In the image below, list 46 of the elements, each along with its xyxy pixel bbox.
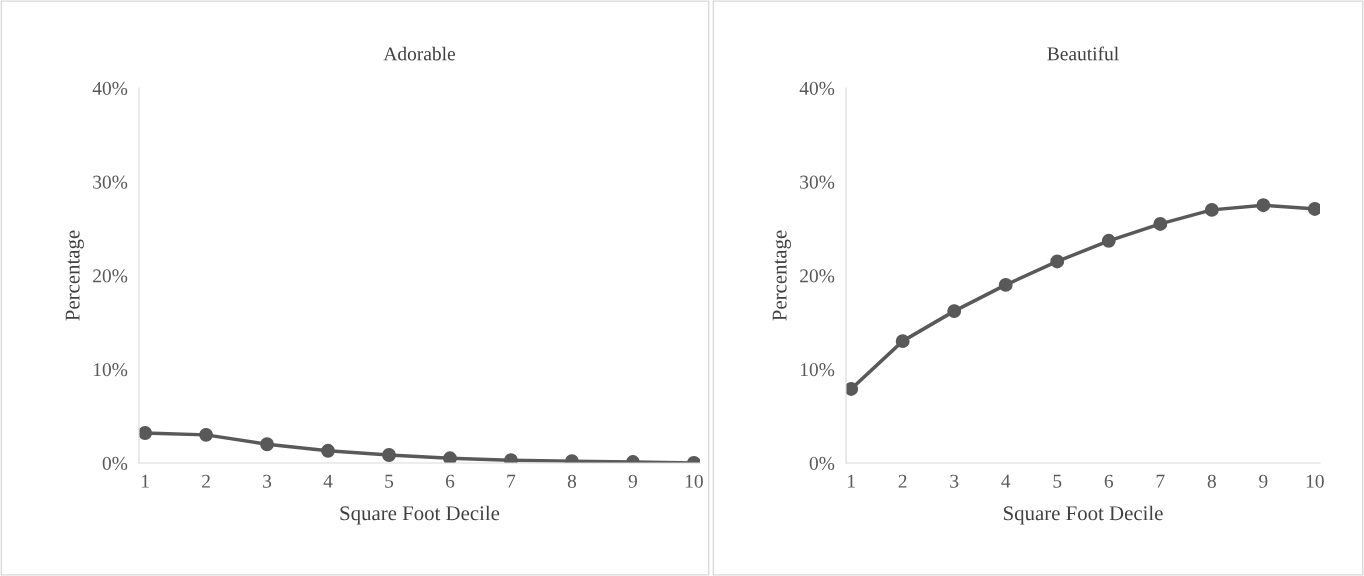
y-tick-label: 20% — [93, 269, 128, 283]
point — [947, 304, 962, 319]
x-tick-label: 5 — [385, 474, 394, 488]
x-tick-label: 5 — [1053, 474, 1062, 488]
point — [1307, 201, 1320, 216]
point — [1153, 216, 1168, 231]
x-axis-title: Square Foot Decile — [1003, 505, 1163, 525]
x-tick-label: 10 — [685, 474, 703, 488]
x-tick-label: 7 — [1156, 474, 1165, 488]
x-tick-label: 4 — [323, 474, 333, 488]
y-axis-title: Percentage — [772, 230, 791, 321]
y-tick-label: 10% — [93, 363, 128, 377]
x-tick-label: 9 — [1259, 474, 1268, 488]
x-tick-label: 4 — [1001, 474, 1011, 488]
point — [1204, 202, 1219, 217]
x-tick-label: 6 — [445, 474, 455, 488]
x-tick-label: 7 — [507, 474, 516, 488]
point — [998, 277, 1013, 292]
point — [846, 381, 859, 396]
x-tick-label: 8 — [1207, 474, 1216, 488]
x-tick-label: 9 — [628, 474, 637, 488]
x-tick-label: 1 — [848, 474, 855, 488]
point — [1101, 233, 1116, 248]
x-tick-label: 2 — [202, 474, 210, 488]
point — [1256, 198, 1271, 213]
x-tick-label: 8 — [567, 474, 577, 488]
point — [895, 334, 910, 349]
x-tick-label: 2 — [898, 474, 907, 488]
chart-title: Adorable — [383, 46, 455, 61]
y-tick-label: 0% — [809, 456, 835, 470]
y-tick-label: 20% — [800, 269, 835, 283]
point — [1050, 254, 1065, 269]
y-tick-label: 40% — [92, 81, 128, 95]
x-tick-label: 3 — [263, 474, 272, 488]
y-tick-label: 40% — [799, 81, 835, 95]
x-tick-label: 6 — [1104, 474, 1114, 488]
y-tick-label: 10% — [800, 363, 835, 377]
x-axis-title: Square Foot Decile — [340, 505, 500, 525]
x-tick-label: 3 — [950, 474, 959, 488]
x-tick-label: 1 — [141, 474, 149, 488]
y-axis-title: Percentage — [65, 230, 84, 321]
y-tick-label: 0% — [102, 456, 128, 470]
y-tick-label: 30% — [93, 175, 128, 189]
y-tick-label: 30% — [800, 175, 835, 189]
chart-title: Beautiful — [1047, 46, 1119, 61]
x-tick-label: 10 — [1306, 474, 1324, 488]
